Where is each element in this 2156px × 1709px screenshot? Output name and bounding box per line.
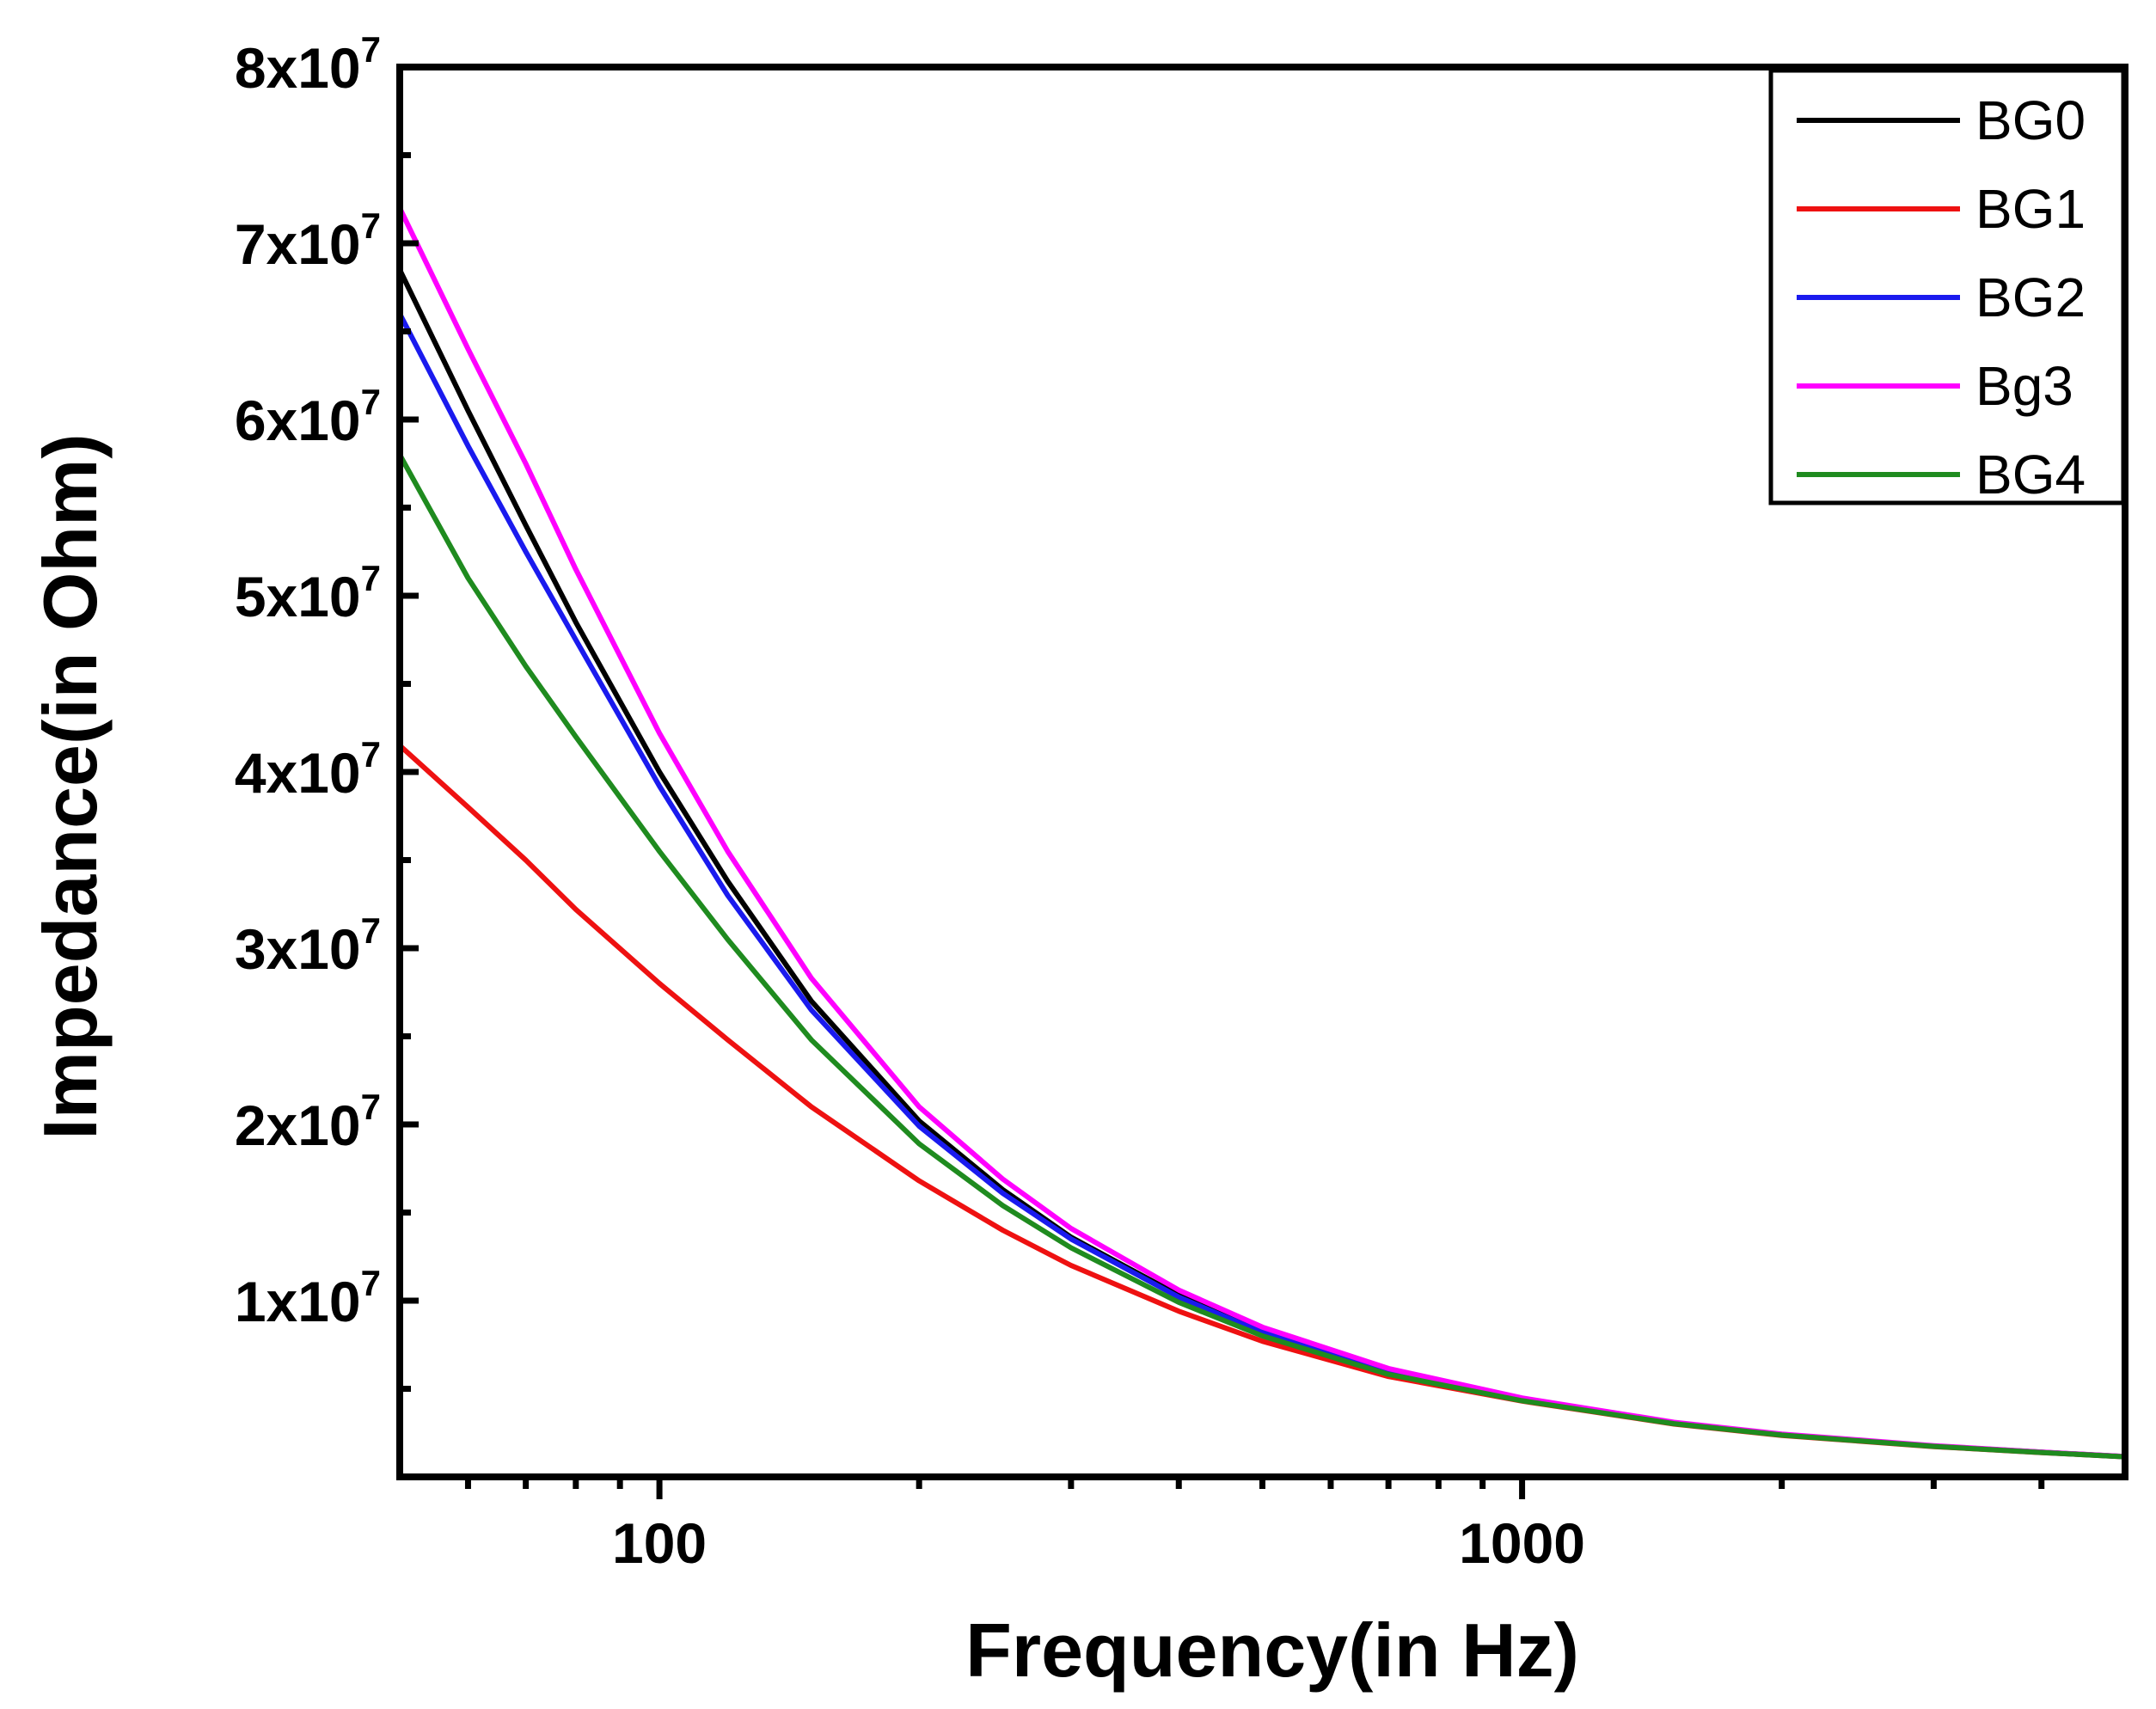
x-tick-label: 100 [612, 1511, 707, 1575]
legend-label-bg3: Bg3 [1975, 355, 2073, 417]
x-axis-ticks: 100 1000 [464, 1477, 2045, 1575]
y-tick-label: 1x107 [235, 1263, 381, 1333]
legend: BG0 BG1 BG2 Bg3 BG4 [1768, 68, 2126, 505]
plot-lines [397, 205, 2128, 1460]
x-tick-label: 1000 [1459, 1511, 1585, 1575]
series-line-bg4 [397, 452, 2128, 1460]
y-tick-label: 8x107 [235, 29, 381, 100]
y-tick-label: 4x107 [235, 734, 381, 805]
x-axis-title: Frequency(in Hz) [965, 1608, 1579, 1693]
y-tick-label: 6x107 [235, 382, 381, 452]
legend-box [1768, 68, 2126, 505]
legend-label-bg4: BG4 [1975, 444, 2086, 505]
y-tick-label: 3x107 [235, 910, 381, 981]
y-tick-label: 5x107 [235, 558, 381, 628]
legend-label-bg0: BG0 [1975, 89, 2086, 151]
y-tick-label: 2x107 [235, 1087, 381, 1157]
y-tick-label: 7x107 [235, 205, 381, 276]
y-axis-title: Impedance(in Ohm) [28, 433, 113, 1139]
legend-label-bg1: BG1 [1975, 178, 2086, 240]
legend-label-bg2: BG2 [1975, 266, 2086, 328]
y-axis-ticks: 1x107 2x107 3x107 4x107 5x107 6x107 7x107 8x107 [235, 29, 419, 1392]
